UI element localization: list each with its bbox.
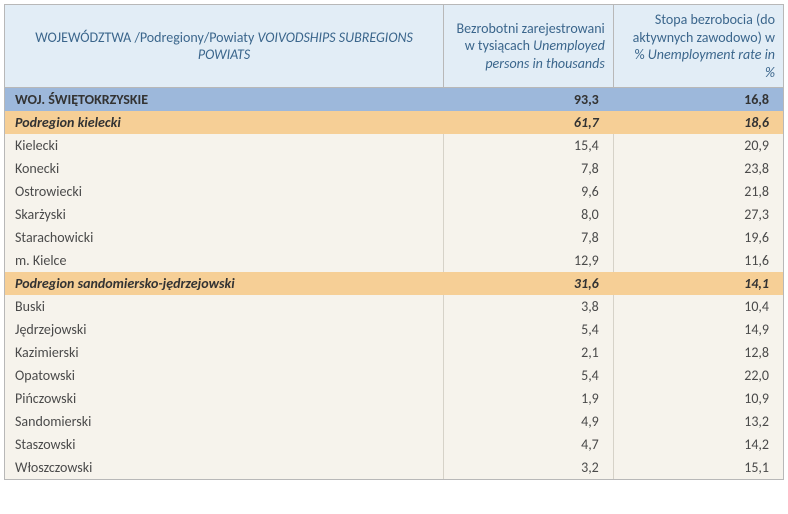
table-row: Staszowski4,714,2: [5, 433, 783, 456]
table-row: Buski3,810,4: [5, 295, 783, 318]
cell-unemployed: 61,7: [444, 111, 614, 134]
header-region-plain: WOJEWÓDZTWA /Podregiony/Powiaty: [35, 29, 254, 46]
cell-unemployed: 5,4: [444, 364, 614, 387]
cell-unemployed: 4,9: [444, 410, 614, 433]
cell-unemployed: 9,6: [444, 180, 614, 203]
unemployment-table-wrap: WOJEWÓDZTWA /Podregiony/Powiaty VOIVODSH…: [4, 4, 784, 480]
cell-unemployed: 93,3: [444, 88, 614, 112]
cell-rate: 11,6: [613, 249, 783, 272]
table-row: Jędrzejowski5,414,9: [5, 318, 783, 341]
cell-region-name: Podregion kielecki: [5, 111, 444, 134]
cell-region-name: Ostrowiecki: [5, 180, 444, 203]
cell-unemployed: 12,9: [444, 249, 614, 272]
cell-unemployed: 4,7: [444, 433, 614, 456]
cell-rate: 18,6: [613, 111, 783, 134]
header-row: WOJEWÓDZTWA /Podregiony/Powiaty VOIVODSH…: [5, 5, 783, 88]
cell-region-name: Włoszczowski: [5, 456, 444, 479]
cell-rate: 14,1: [613, 272, 783, 295]
table-row: Kazimierski2,112,8: [5, 341, 783, 364]
cell-rate: 16,8: [613, 88, 783, 112]
cell-rate: 12,8: [613, 341, 783, 364]
table-row: Podregion sandomiersko-jędrzejowski31,61…: [5, 272, 783, 295]
cell-region-name: WOJ. ŚWIĘTOKRZYSKIE: [5, 88, 444, 112]
cell-unemployed: 7,8: [444, 157, 614, 180]
cell-rate: 23,8: [613, 157, 783, 180]
cell-rate: 13,2: [613, 410, 783, 433]
cell-rate: 21,8: [613, 180, 783, 203]
table-row: Kielecki15,420,9: [5, 134, 783, 157]
cell-region-name: Jędrzejowski: [5, 318, 444, 341]
table-row: Pińczowski1,910,9: [5, 387, 783, 410]
cell-rate: 14,2: [613, 433, 783, 456]
table-row: WOJ. ŚWIĘTOKRZYSKIE93,316,8: [5, 88, 783, 112]
cell-rate: 20,9: [613, 134, 783, 157]
table-row: Starachowicki7,819,6: [5, 226, 783, 249]
table-row: Opatowski5,422,0: [5, 364, 783, 387]
cell-region-name: Skarżyski: [5, 203, 444, 226]
cell-rate: 19,6: [613, 226, 783, 249]
cell-region-name: Opatowski: [5, 364, 444, 387]
cell-rate: 10,4: [613, 295, 783, 318]
header-rate-ital: Unemployment rate in %: [648, 46, 775, 81]
cell-rate: 27,3: [613, 203, 783, 226]
cell-rate: 15,1: [613, 456, 783, 479]
cell-unemployed: 5,4: [444, 318, 614, 341]
table-row: m. Kielce12,911,6: [5, 249, 783, 272]
cell-unemployed: 2,1: [444, 341, 614, 364]
header-unemployed: Bezrobotni zarejestrowani w tysiącach Un…: [444, 5, 614, 88]
table-row: Włoszczowski3,215,1: [5, 456, 783, 479]
table-row: Podregion kielecki61,718,6: [5, 111, 783, 134]
cell-region-name: Sandomierski: [5, 410, 444, 433]
cell-region-name: Kielecki: [5, 134, 444, 157]
cell-rate: 14,9: [613, 318, 783, 341]
table-body: WOJ. ŚWIĘTOKRZYSKIE93,316,8Podregion kie…: [5, 88, 783, 480]
cell-region-name: Staszowski: [5, 433, 444, 456]
cell-region-name: Pińczowski: [5, 387, 444, 410]
unemployment-table: WOJEWÓDZTWA /Podregiony/Powiaty VOIVODSH…: [5, 5, 783, 479]
cell-region-name: Buski: [5, 295, 444, 318]
header-rate: Stopa bezrobocia (do aktywnych zawodowo)…: [613, 5, 783, 88]
table-row: Sandomierski4,913,2: [5, 410, 783, 433]
cell-unemployed: 3,8: [444, 295, 614, 318]
cell-unemployed: 7,8: [444, 226, 614, 249]
cell-unemployed: 1,9: [444, 387, 614, 410]
cell-region-name: Starachowicki: [5, 226, 444, 249]
table-row: Ostrowiecki9,621,8: [5, 180, 783, 203]
cell-region-name: m. Kielce: [5, 249, 444, 272]
cell-unemployed: 8,0: [444, 203, 614, 226]
table-row: Konecki7,823,8: [5, 157, 783, 180]
table-row: Skarżyski8,027,3: [5, 203, 783, 226]
cell-unemployed: 31,6: [444, 272, 614, 295]
cell-region-name: Konecki: [5, 157, 444, 180]
cell-rate: 22,0: [613, 364, 783, 387]
cell-region-name: Kazimierski: [5, 341, 444, 364]
cell-region-name: Podregion sandomiersko-jędrzejowski: [5, 272, 444, 295]
cell-unemployed: 3,2: [444, 456, 614, 479]
header-region: WOJEWÓDZTWA /Podregiony/Powiaty VOIVODSH…: [5, 5, 444, 88]
cell-unemployed: 15,4: [444, 134, 614, 157]
cell-rate: 10,9: [613, 387, 783, 410]
